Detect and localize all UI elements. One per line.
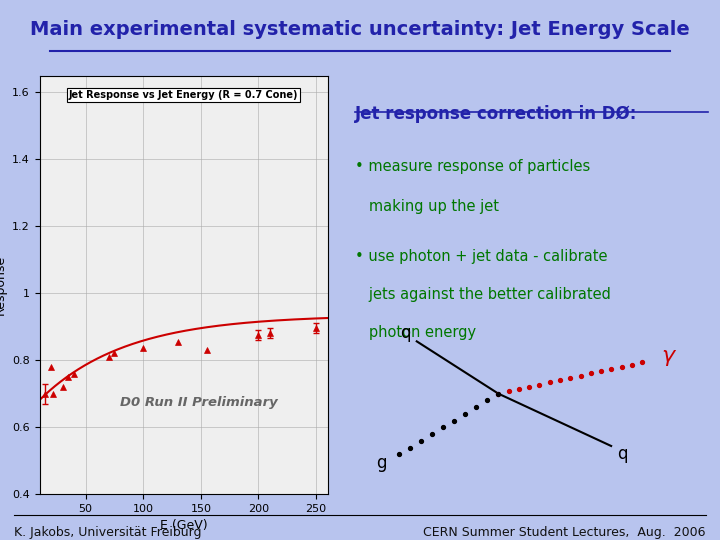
Text: $\mathit{\gamma}$: $\mathit{\gamma}$: [662, 348, 678, 368]
Text: Jet response correction in DØ:: Jet response correction in DØ:: [354, 105, 637, 123]
Y-axis label: Response: Response: [0, 255, 6, 315]
Text: q: q: [618, 446, 628, 463]
Text: K. Jakobs, Universität Freiburg: K. Jakobs, Universität Freiburg: [14, 526, 202, 539]
Text: Jet Response vs Jet Energy (R = 0.7 Cone): Jet Response vs Jet Energy (R = 0.7 Cone…: [69, 90, 298, 100]
Text: Main experimental systematic uncertainty: Jet Energy Scale: Main experimental systematic uncertainty…: [30, 19, 690, 39]
Text: D0 Run II Preliminary: D0 Run II Preliminary: [120, 395, 278, 409]
Text: • use photon + jet data - calibrate: • use photon + jet data - calibrate: [354, 249, 607, 264]
Text: photon energy: photon energy: [354, 325, 476, 340]
Text: q: q: [400, 324, 410, 342]
X-axis label: E (GeV): E (GeV): [160, 519, 207, 532]
Text: • measure response of particles: • measure response of particles: [354, 159, 590, 174]
Text: g: g: [377, 454, 387, 472]
Text: CERN Summer Student Lectures,  Aug.  2006: CERN Summer Student Lectures, Aug. 2006: [423, 526, 706, 539]
Text: making up the jet: making up the jet: [354, 199, 498, 214]
Text: jets against the better calibrated: jets against the better calibrated: [354, 287, 611, 302]
